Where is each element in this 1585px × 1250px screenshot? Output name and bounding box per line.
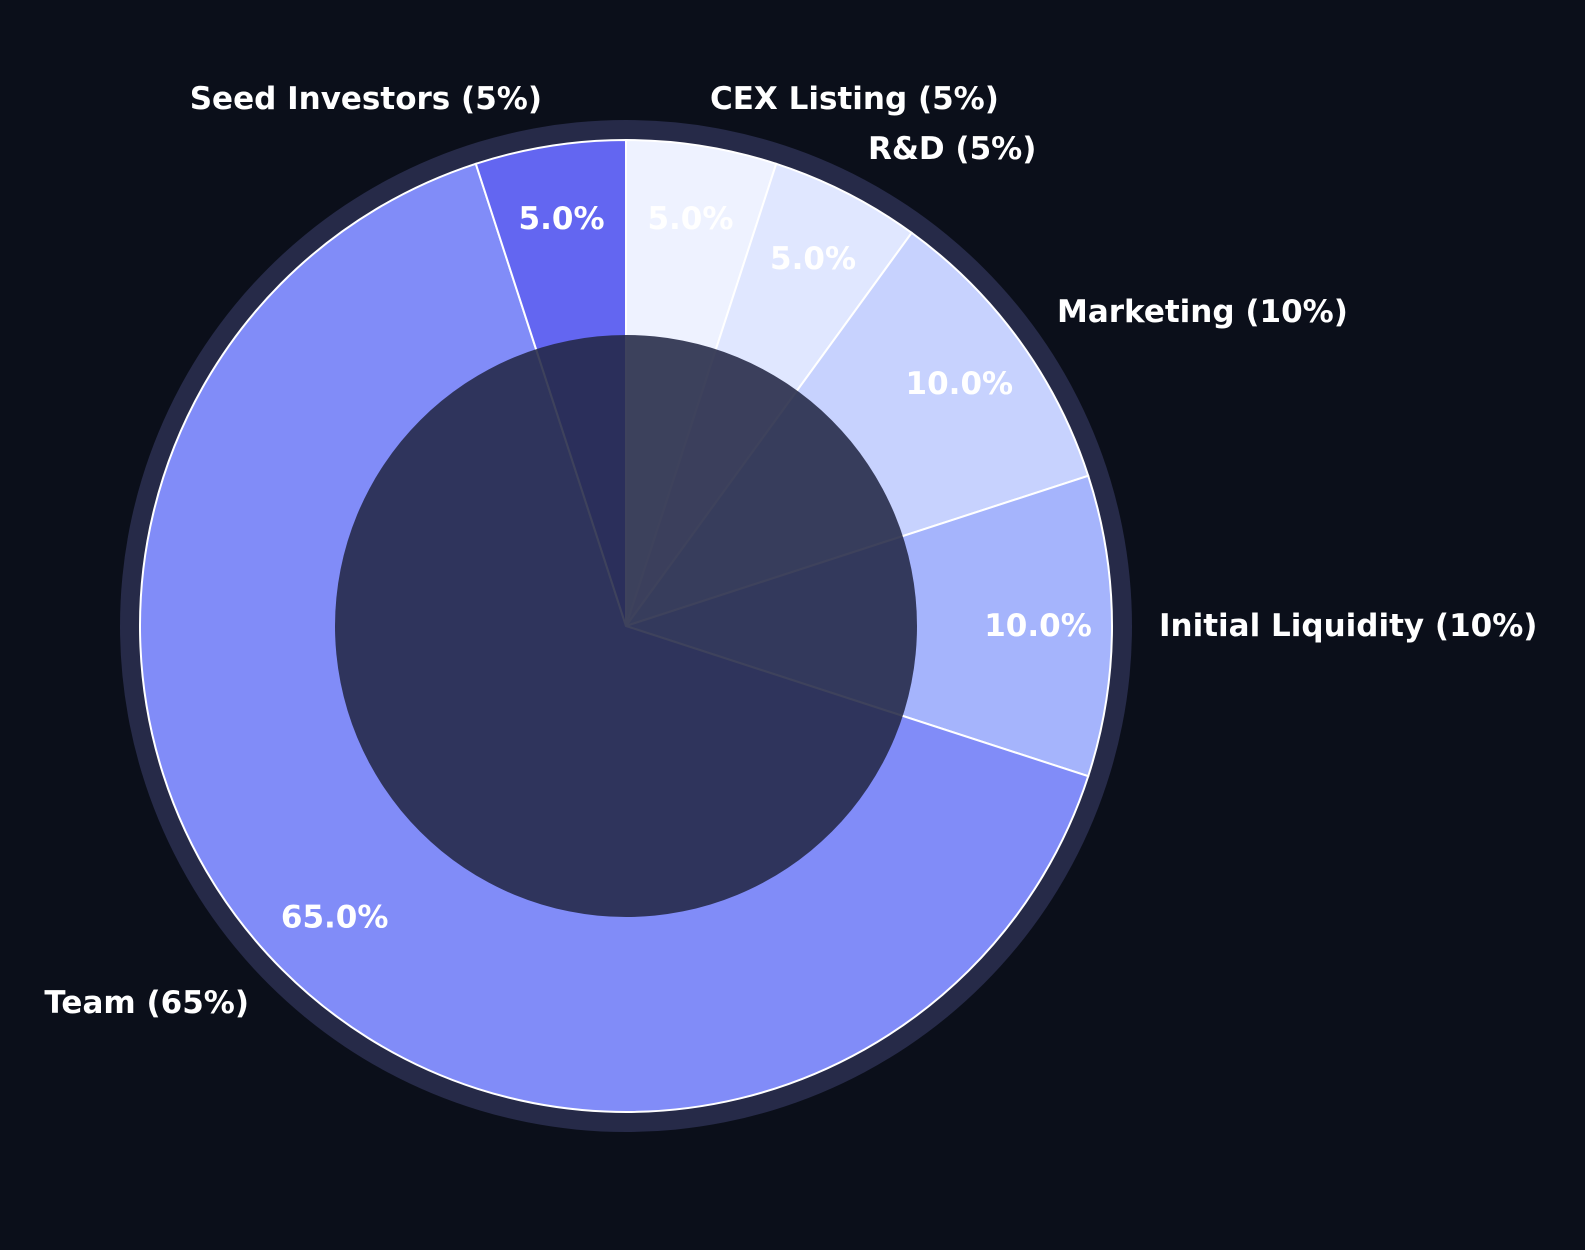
slice-label-seed-investors: Seed Investors (5%) <box>190 81 542 117</box>
pct-label-cex-listing: 5.0% <box>647 201 733 237</box>
pct-label-marketing: 10.0% <box>906 366 1014 402</box>
slice-labels-group: CEX Listing (5%) R&D (5%) Marketing (10%… <box>44 81 1537 1021</box>
donut-hole <box>335 335 917 917</box>
slice-label-initial-liquidity: Initial Liquidity (10%) <box>1159 608 1537 644</box>
pct-label-initial-liquidity: 10.0% <box>984 608 1092 644</box>
percentage-labels-group: 5.0% 5.0% 10.0% 10.0% 65.0% 5.0% <box>281 201 1092 935</box>
pct-label-seed-investors: 5.0% <box>519 201 605 237</box>
slice-label-marketing: Marketing (10%) <box>1057 294 1348 330</box>
slice-label-rd: R&D (5%) <box>868 131 1036 167</box>
slice-label-team: Team (65%) <box>44 985 249 1021</box>
pct-label-r-d: 5.0% <box>770 241 856 277</box>
pct-label-team: 65.0% <box>281 899 389 935</box>
slice-label-cex-listing: CEX Listing (5%) <box>710 81 999 117</box>
